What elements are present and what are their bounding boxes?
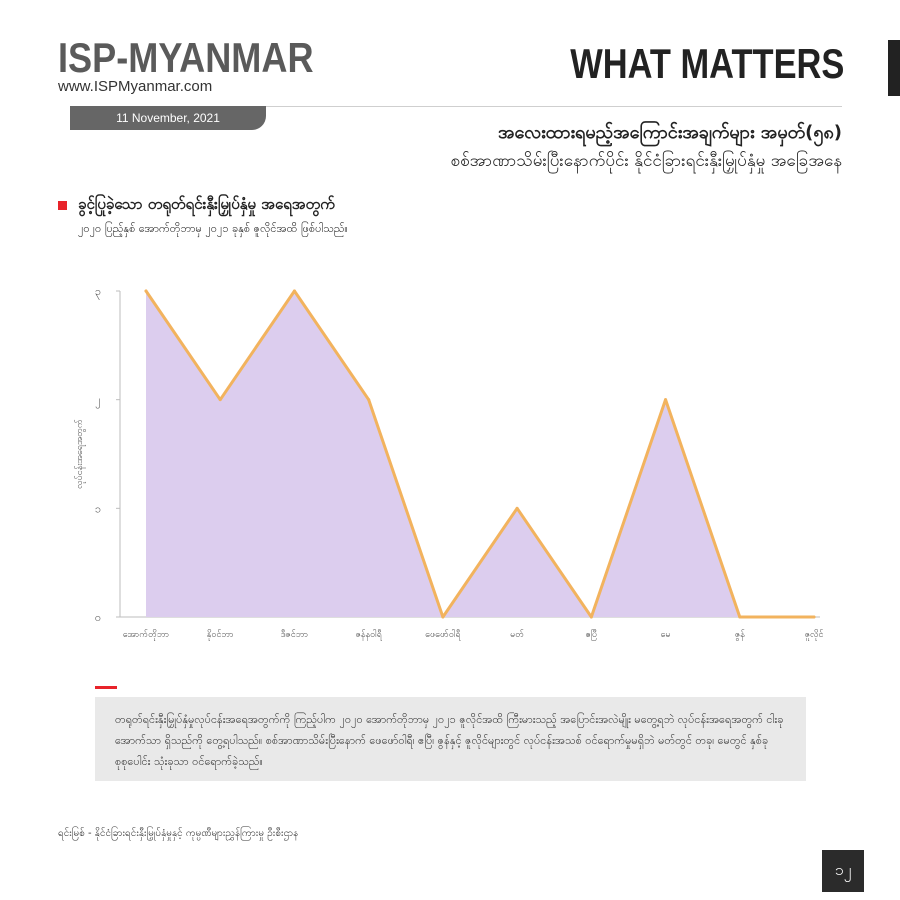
x-tick-label: ဇူလိုင် <box>805 629 824 641</box>
data-point <box>812 615 816 619</box>
chart-subheading: ၂၀၂၀ ပြည့်နှစ် အောက်တိုဘာမှ ၂၀၂၁ ခုနှစ် … <box>78 222 348 235</box>
y-tick-label: ၃ <box>95 285 101 300</box>
x-tick-label: မေ <box>661 630 671 640</box>
y-axis-label: လုပ်ငန်းအရေအတွက် <box>74 419 86 489</box>
y-tick-label: ၂ <box>95 394 100 409</box>
data-point <box>441 615 445 619</box>
y-tick-label: ၁ <box>95 502 101 515</box>
bullet-icon <box>58 201 67 210</box>
data-point <box>738 615 742 619</box>
note-text: တရုတ်ရင်းနှီးမြှုပ်နှံမှုလုပ်ငန်းအရေအတွက… <box>115 713 784 768</box>
data-point <box>367 398 371 402</box>
page-title: အလေးထားရမည့်အကြောင်းအချက်များ အမှတ်(၅၈) <box>497 122 842 143</box>
x-tick-label: နိုဝင်ဘာ <box>207 629 234 641</box>
data-point <box>144 289 148 293</box>
date-badge: 11 November, 2021 <box>70 106 266 130</box>
brand-logo-text: ISP-MYANMAR <box>58 34 314 81</box>
x-tick-label: အောက်တိုဘာ <box>123 629 169 641</box>
data-point <box>515 506 519 510</box>
page-subtitle: စစ်အာဏာသိမ်းပြီးနောက်ပိုင်း နိုင်ငံခြားရ… <box>450 151 842 171</box>
source-note: ရင်းမြစ် - နိုင်ငံခြားရင်းနှီးမြှုပ်နှံမ… <box>58 828 299 839</box>
page-number: ၁၂ <box>822 850 864 892</box>
data-point <box>292 289 296 293</box>
website-url[interactable]: www.ISPMyanmar.com <box>58 78 213 95</box>
x-tick-label: ဧပြီ <box>585 629 597 641</box>
data-point <box>218 398 222 402</box>
note-accent <box>95 686 117 689</box>
y-tick-label: ၀ <box>95 611 101 624</box>
section-title: WHAT MATTERS <box>569 40 844 87</box>
header-divider <box>70 106 842 107</box>
x-tick-label: ဖေဖော်ဝါရီ <box>425 629 461 641</box>
data-point <box>664 398 668 402</box>
series-line <box>144 289 816 619</box>
x-tick-label: မတ် <box>510 629 524 640</box>
x-tick-label: ဒီဇင်ဘာ <box>281 629 308 640</box>
x-tick-label: ဇွန် <box>735 629 746 641</box>
data-point <box>589 615 593 619</box>
chart-heading: ခွင့်ပြုခဲ့သော တရုတ်ရင်းနှီးမြှုပ်နှံမှု… <box>78 195 335 213</box>
series-area <box>146 291 814 617</box>
section-marker <box>888 40 900 96</box>
x-tick-label: ဇန်နဝါရီ <box>355 629 382 641</box>
note-box: တရုတ်ရင်းနှီးမြှုပ်နှံမှုလုပ်ငန်းအရေအတွက… <box>95 697 806 781</box>
